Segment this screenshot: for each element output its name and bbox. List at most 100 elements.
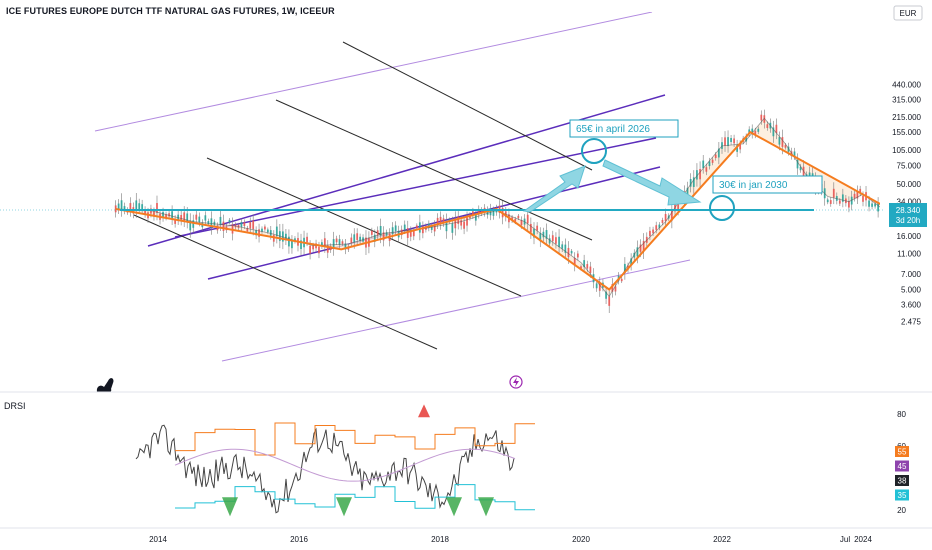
price-candle (874, 203, 876, 207)
bar-countdown: 3d 20h (896, 216, 920, 225)
price-candle (595, 283, 598, 289)
price-candle (664, 213, 667, 222)
drsi-axis[interactable]: 80602055453835 (895, 410, 909, 515)
drsi-upper-band (175, 422, 535, 456)
last-price-badge (889, 203, 927, 227)
price-candle (545, 230, 548, 239)
price-candle (306, 236, 308, 243)
price-candle (787, 146, 790, 152)
annotation-box-2026[interactable] (569, 119, 679, 138)
price-candle (412, 231, 415, 237)
price-candle (439, 216, 442, 225)
price-candle (658, 224, 661, 228)
price-candle (862, 195, 864, 202)
price-candle (526, 214, 529, 224)
price-candle (702, 160, 705, 169)
price-tick-label: 105.000 (892, 146, 921, 155)
price-candle (848, 201, 850, 208)
price-candle (853, 193, 856, 199)
descending-line-4 (133, 214, 438, 350)
time-tick-label: 2022 (713, 535, 731, 544)
price-candle (174, 218, 177, 224)
price-candle (477, 209, 480, 215)
price-candle (332, 239, 335, 249)
time-tick-label: 2016 (290, 535, 308, 544)
price-candle (576, 253, 579, 258)
price-candle (183, 212, 186, 221)
price-candle (536, 225, 539, 231)
drsi-tick-label: 20 (897, 506, 906, 515)
price-candle (567, 247, 570, 258)
price-candle (727, 137, 729, 147)
price-tick-label: 5.000 (901, 285, 922, 294)
descending-line-3 (206, 157, 522, 297)
drsi-mid-line (174, 448, 516, 482)
price-tick-label: 3.600 (901, 301, 922, 310)
price-candle (793, 151, 796, 157)
time-axis[interactable]: 2014201620182020202220242026202820302032… (149, 535, 932, 544)
price-candle (150, 208, 152, 214)
price-candle (586, 264, 589, 269)
price-candle (826, 199, 829, 203)
inner-upper-channel-line (147, 94, 666, 247)
price-candle (620, 278, 623, 282)
target-circle-2026[interactable] (581, 138, 607, 164)
price-candle (551, 235, 554, 242)
annotation-2030: 30€ in jan 2030 (719, 180, 788, 191)
drsi-level-badge (895, 489, 909, 501)
price-candle (760, 114, 763, 121)
price-candle (611, 284, 614, 292)
time-tick-label: Jul (840, 535, 850, 544)
price-candle (350, 237, 353, 244)
price-candle (871, 203, 873, 207)
price-candle (409, 230, 412, 237)
price-candle (517, 215, 520, 219)
price-candle (144, 209, 146, 215)
price-candle (589, 266, 592, 273)
price-candle (636, 247, 639, 257)
drsi-level-value: 35 (898, 491, 907, 500)
price-candle (321, 242, 323, 247)
price-candle (542, 231, 545, 238)
outer-lower-channel-line (221, 259, 691, 362)
drsi-oversold-fill (222, 497, 238, 517)
drsi-tick-label: 80 (897, 410, 906, 419)
price-tick-label: 11.000 (897, 249, 921, 258)
currency-button[interactable] (893, 5, 923, 21)
price-candle (548, 238, 551, 244)
price-candle (344, 243, 347, 250)
price-candle (379, 226, 382, 236)
annotation-box-2030[interactable] (712, 175, 823, 194)
price-candle (856, 191, 859, 199)
price-candle (583, 260, 586, 268)
annotation-2026: 65€ in april 2026 (576, 124, 650, 135)
price-candle (207, 221, 210, 225)
price-candle (686, 187, 689, 196)
price-candle (210, 218, 213, 228)
price-candle (376, 230, 379, 236)
price-candle (514, 219, 517, 222)
zigzag-line (115, 130, 880, 291)
price-axis[interactable]: 440.000 315.000 215.000 155.000 105.000 75.00… (892, 80, 921, 326)
price-candle (841, 194, 844, 202)
drsi-overbought-fill (418, 404, 430, 418)
price-candle (252, 220, 255, 230)
price-candle (829, 200, 832, 204)
price-candle (291, 240, 293, 249)
price-candle (763, 115, 766, 123)
price-candle (630, 258, 633, 266)
price-candle (156, 203, 158, 213)
price-candle (391, 227, 394, 235)
price-candle (757, 128, 760, 132)
price-candle (472, 211, 474, 216)
price-candle (382, 232, 385, 241)
price-candle (677, 203, 680, 211)
price-candle (117, 203, 120, 210)
price-tick-label: 34.000 (897, 198, 922, 207)
target-circle-2030[interactable] (709, 195, 735, 221)
drsi-level-value: 55 (898, 448, 907, 457)
lightning-icon[interactable] (509, 375, 523, 389)
price-candle (353, 234, 356, 243)
price-tick-label: 215.000 (892, 113, 921, 122)
